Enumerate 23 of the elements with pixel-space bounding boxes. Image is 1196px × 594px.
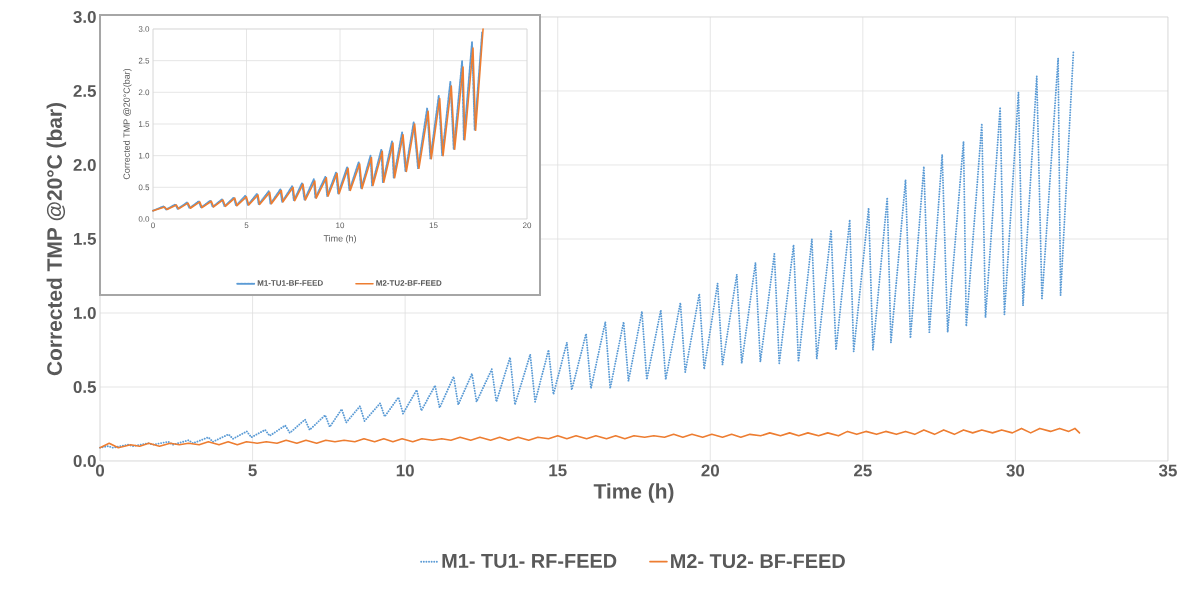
y-tick-label: 3.0 bbox=[73, 10, 96, 23]
x-axis-title: Time (h) bbox=[593, 483, 674, 503]
x-tick-label: 0 bbox=[95, 464, 105, 477]
y-tick-label: 2.5 bbox=[73, 84, 97, 97]
y-tick-label: 1.5 bbox=[74, 233, 97, 245]
x-tick-label: 35 bbox=[1158, 464, 1177, 477]
line-series bbox=[99, 427, 1081, 449]
legend-label: M1- TU1- RF-FEED bbox=[442, 554, 617, 568]
x-tick-label: 15 bbox=[549, 464, 567, 477]
y-tick-label: 2.0 bbox=[73, 158, 96, 171]
x-axis-title: Time (h) bbox=[323, 234, 356, 244]
y-tick-label: 0.5 bbox=[73, 380, 97, 393]
x-tick-label: 25 bbox=[854, 464, 872, 477]
y-axis-title: Corrected TMP @20°C(bar) bbox=[123, 68, 132, 180]
x-tick-label: 30 bbox=[1006, 464, 1025, 477]
x-tick-label: 5 bbox=[248, 464, 257, 477]
x-tick-label: 10 bbox=[396, 464, 414, 477]
y-tick-label: 1.0 bbox=[74, 306, 96, 319]
legend-label: M2- TU2- BF-FEED bbox=[671, 553, 845, 569]
x-tick-label: 20 bbox=[701, 464, 719, 477]
y-axis-title: Corrected TMP @20°C (bar) bbox=[46, 103, 67, 376]
line-series bbox=[99, 51, 1075, 449]
y-tick-label: 0.0 bbox=[73, 454, 96, 467]
